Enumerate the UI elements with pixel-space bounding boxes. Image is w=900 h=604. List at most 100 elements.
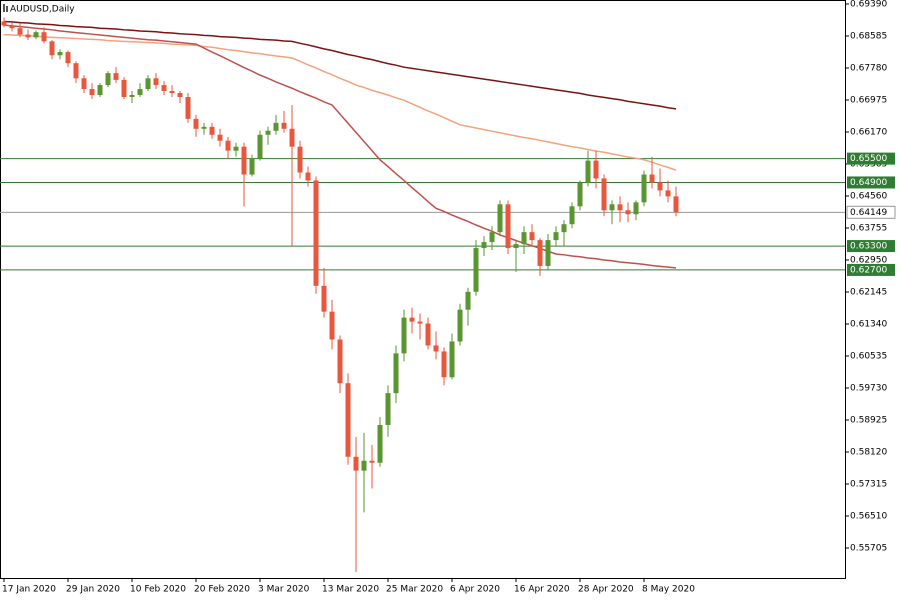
- candle-body: [521, 232, 527, 245]
- candle-body: [25, 34, 31, 38]
- candle-body: [185, 96, 191, 119]
- candle-body: [9, 25, 15, 29]
- candle-body: [553, 232, 559, 241]
- y-tick-label: 0.56510: [850, 511, 887, 521]
- y-tick-label: 0.64560: [850, 191, 887, 201]
- candle-body: [217, 134, 223, 141]
- y-tick-label: 0.63755: [850, 223, 887, 233]
- plot-frame: [0, 0, 846, 579]
- candle-body: [513, 244, 519, 249]
- level-label: 0.65500: [850, 154, 887, 164]
- x-tick-label: 13 Mar 2020: [322, 585, 379, 595]
- price-label-box: [846, 205, 896, 219]
- candle-body: [297, 146, 303, 173]
- y-tick-label: 0.62950: [850, 255, 887, 265]
- candle-body: [65, 52, 71, 64]
- candle-body: [401, 317, 407, 354]
- candle-body: [377, 424, 383, 463]
- candle-body: [89, 89, 95, 96]
- candle-body: [313, 180, 319, 286]
- candle-body: [497, 204, 503, 233]
- candle-body: [225, 140, 231, 151]
- x-tick-label: 20 Feb 2020: [194, 585, 250, 595]
- x-tick-label: 28 Apr 2020: [578, 585, 634, 595]
- candle-body: [417, 321, 423, 324]
- y-tick-label: 0.67780: [850, 63, 887, 73]
- level-label-box: [847, 152, 895, 165]
- candle-body: [393, 353, 399, 394]
- candle-body: [1, 21, 7, 26]
- y-tick-label: 0.58925: [850, 415, 887, 425]
- candle-body: [41, 32, 47, 42]
- candle-body: [265, 130, 271, 135]
- x-tick-label: 17 Jan 2020: [2, 585, 56, 595]
- candle-body: [33, 32, 39, 38]
- candle-body: [673, 196, 679, 213]
- candle-body: [505, 204, 511, 249]
- y-tick-label: 0.57315: [850, 479, 887, 489]
- candle-body: [409, 317, 415, 322]
- ma-line: [3, 24, 677, 269]
- candle-body: [585, 160, 591, 183]
- candle-body: [601, 178, 607, 211]
- candle-body: [641, 174, 647, 203]
- candle-body: [321, 285, 327, 312]
- symbol-icon: [3, 4, 8, 12]
- x-tick-label: 6 Apr 2020: [450, 585, 500, 595]
- candle-body: [593, 160, 599, 179]
- level-label: 0.64900: [850, 178, 887, 188]
- candle-body: [537, 240, 543, 266]
- candle-body: [425, 323, 431, 346]
- candle-body: [609, 204, 615, 211]
- x-tick-label: 10 Feb 2020: [130, 585, 186, 595]
- candle-body: [273, 122, 279, 131]
- ma-line: [3, 20, 677, 110]
- candle-body: [489, 232, 495, 243]
- candle-body: [633, 202, 639, 215]
- level-label-box: [847, 263, 895, 276]
- candle-body: [233, 146, 239, 151]
- y-tick-label: 0.62145: [850, 287, 887, 297]
- candle-body: [193, 118, 199, 129]
- candle-body: [161, 85, 167, 92]
- candle-body: [529, 232, 535, 241]
- y-tick-label: 0.60535: [850, 351, 887, 361]
- y-tick-label: 0.61340: [850, 319, 887, 329]
- candle-body: [113, 73, 119, 80]
- candle-body: [329, 311, 335, 340]
- x-tick-label: 16 Apr 2020: [514, 585, 570, 595]
- candle-body: [577, 182, 583, 207]
- candle-body: [457, 309, 463, 342]
- candle-body: [449, 341, 455, 378]
- candle-body: [153, 78, 159, 86]
- candle-body: [353, 456, 359, 471]
- x-tick-label: 25 Mar 2020: [386, 585, 443, 595]
- candle-body: [569, 206, 575, 225]
- candle-body: [665, 190, 671, 197]
- y-tick-label: 0.58120: [850, 447, 887, 457]
- candle-body: [361, 460, 367, 471]
- candle-body: [649, 174, 655, 183]
- candle-body: [241, 146, 247, 175]
- x-tick-label: 29 Jan 2020: [66, 585, 120, 595]
- candle-body: [441, 351, 447, 378]
- candle-body: [385, 393, 391, 425]
- candle-body: [145, 78, 151, 90]
- x-tick-label: 8 May 2020: [642, 585, 695, 595]
- level-label-box: [847, 240, 895, 253]
- candle-body: [257, 134, 263, 159]
- candle-body: [289, 128, 295, 147]
- candle-body: [281, 122, 287, 129]
- level-label: 0.63300: [850, 242, 887, 252]
- level-label: 0.62700: [850, 265, 887, 275]
- candle-body: [625, 210, 631, 215]
- candle-body: [121, 79, 127, 97]
- candle-body: [169, 91, 175, 94]
- y-tick-label: 0.68585: [850, 31, 887, 41]
- y-tick-label: 0.59730: [850, 383, 887, 393]
- ma-line: [3, 33, 677, 171]
- candle-body: [137, 89, 143, 96]
- candle-body: [545, 240, 551, 266]
- candle-body: [129, 95, 135, 97]
